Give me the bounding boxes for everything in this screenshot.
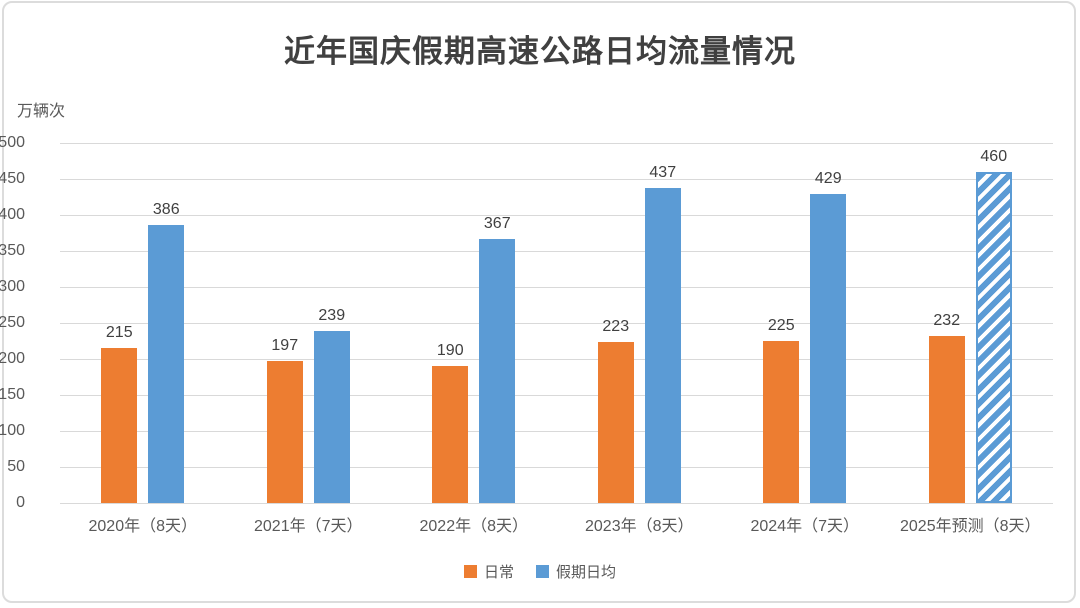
- gridline-350: [60, 251, 1053, 252]
- x-axis-label-2025: 2025年预测（8天）: [900, 518, 1041, 535]
- gridline-250: [60, 323, 1053, 324]
- gridline-150: [60, 395, 1053, 396]
- x-axis-label-2020: 2020年（8天）: [88, 518, 198, 535]
- bar-holiday-2024年（7天）: [810, 194, 847, 503]
- bar-value-label: 367: [483, 214, 511, 232]
- bar-value-label: 225: [767, 317, 795, 334]
- gridline-400: [60, 215, 1053, 216]
- ytick-label-450: 450: [0, 170, 25, 187]
- bar-holiday-2020年（8天）: [148, 225, 185, 503]
- chart-title: 近年国庆假期高速公路日均流量情况: [284, 34, 796, 70]
- bar-value-label: 429: [814, 170, 842, 188]
- bar-holiday-2022年（8天）: [479, 238, 516, 503]
- legend-swatch-holiday: [536, 564, 549, 578]
- legend-label-holiday: 假期日均: [556, 563, 617, 581]
- x-axis-label-2021: 2021年（7天）: [254, 518, 363, 535]
- gridline-500: [60, 143, 1053, 144]
- bar-value-label: 386: [152, 201, 180, 219]
- bar-value-label: 190: [436, 342, 464, 360]
- ytick-label-300: 300: [0, 278, 25, 295]
- x-axis-label-2024: 2024年（7天）: [750, 518, 860, 535]
- gridline-50: [60, 467, 1053, 468]
- gridline-100: [60, 431, 1053, 432]
- gridline-200: [60, 359, 1053, 360]
- bar-daily-2022年（8天）: [432, 366, 469, 503]
- ytick-label-350: 350: [0, 242, 25, 259]
- legend-swatch-daily: [463, 564, 477, 578]
- bar-holiday-2021年（7天）: [313, 330, 350, 503]
- bar-daily-2023年（8天）: [597, 342, 634, 503]
- bar-holiday-2025年预测（8天）: [975, 171, 1012, 503]
- bar-holiday-2023年（8天）: [644, 188, 681, 503]
- plot-area: 0 50 100 150 200 250 300 350 400 450 500 215 386 197 2…: [0, 134, 1053, 511]
- bar-value-label: 223: [602, 318, 630, 336]
- ytick-label-500: 500: [0, 134, 25, 151]
- legend-item-daily: 日常: [463, 561, 514, 582]
- gridline-0: [60, 503, 1053, 504]
- legend-label-daily: 日常: [483, 563, 514, 581]
- bar-daily-2024年（7天）: [763, 341, 800, 503]
- legend: 日常 假期日均: [0, 560, 1080, 582]
- ytick-label-200: 200: [0, 350, 25, 367]
- bar-daily-2021年（7天）: [266, 361, 303, 503]
- ytick-label-0: 0: [16, 494, 25, 511]
- bar-value-label: 437: [649, 164, 677, 182]
- ytick-label-50: 50: [7, 458, 25, 475]
- gridline-450: [60, 179, 1053, 180]
- bar-value-label: 232: [933, 311, 961, 329]
- legend-item-holiday: 假期日均: [536, 561, 616, 582]
- y-axis-unit-label: 万辆次: [17, 103, 66, 120]
- ytick-label-150: 150: [0, 386, 25, 403]
- bar-value-label: 197: [271, 337, 299, 355]
- bar-value-label: 215: [105, 324, 133, 342]
- bar-daily-2025年预测（8天）: [928, 335, 965, 503]
- ytick-label-250: 250: [0, 314, 25, 331]
- ytick-label-100: 100: [0, 422, 25, 439]
- bar-daily-2020年（8天）: [101, 348, 138, 503]
- x-axis-label-2022: 2022年（8天）: [419, 518, 529, 535]
- gridline-300: [60, 287, 1053, 288]
- ytick-label-400: 400: [0, 206, 25, 223]
- bar-value-label: 460: [980, 147, 1008, 165]
- bar-value-label: 239: [318, 306, 346, 324]
- x-axis-label-2023: 2023年（8天）: [585, 518, 694, 535]
